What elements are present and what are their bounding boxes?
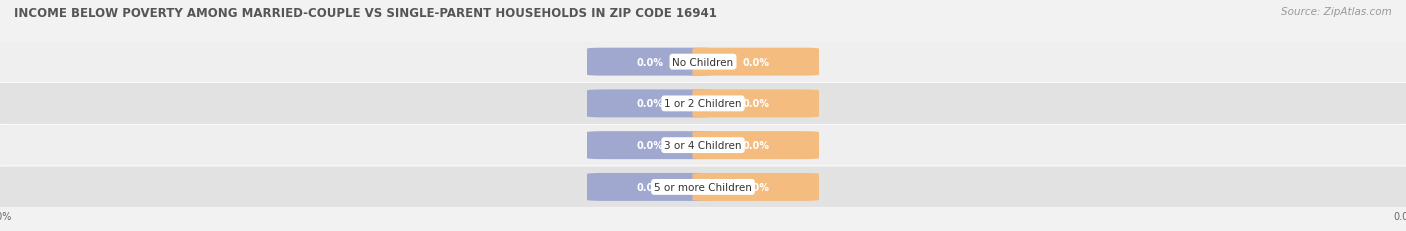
Text: 1 or 2 Children: 1 or 2 Children bbox=[664, 99, 742, 109]
FancyBboxPatch shape bbox=[0, 166, 1406, 208]
FancyBboxPatch shape bbox=[588, 90, 713, 118]
Text: 0.0%: 0.0% bbox=[637, 99, 664, 109]
Text: Source: ZipAtlas.com: Source: ZipAtlas.com bbox=[1281, 7, 1392, 17]
FancyBboxPatch shape bbox=[0, 83, 1406, 125]
FancyBboxPatch shape bbox=[693, 132, 818, 159]
Text: INCOME BELOW POVERTY AMONG MARRIED-COUPLE VS SINGLE-PARENT HOUSEHOLDS IN ZIP COD: INCOME BELOW POVERTY AMONG MARRIED-COUPL… bbox=[14, 7, 717, 20]
Text: 0.0%: 0.0% bbox=[742, 182, 769, 192]
Text: 0.0%: 0.0% bbox=[742, 140, 769, 151]
Text: 0.0%: 0.0% bbox=[742, 99, 769, 109]
Text: 0.0%: 0.0% bbox=[742, 57, 769, 67]
FancyBboxPatch shape bbox=[0, 125, 1406, 166]
FancyBboxPatch shape bbox=[0, 42, 1406, 83]
FancyBboxPatch shape bbox=[693, 173, 818, 201]
FancyBboxPatch shape bbox=[588, 132, 713, 159]
FancyBboxPatch shape bbox=[588, 49, 713, 76]
Text: 0.0%: 0.0% bbox=[637, 140, 664, 151]
Text: 0.0%: 0.0% bbox=[637, 57, 664, 67]
FancyBboxPatch shape bbox=[693, 90, 818, 118]
FancyBboxPatch shape bbox=[693, 49, 818, 76]
Text: No Children: No Children bbox=[672, 57, 734, 67]
Text: 0.0%: 0.0% bbox=[637, 182, 664, 192]
Text: 3 or 4 Children: 3 or 4 Children bbox=[664, 140, 742, 151]
FancyBboxPatch shape bbox=[588, 173, 713, 201]
Text: 5 or more Children: 5 or more Children bbox=[654, 182, 752, 192]
